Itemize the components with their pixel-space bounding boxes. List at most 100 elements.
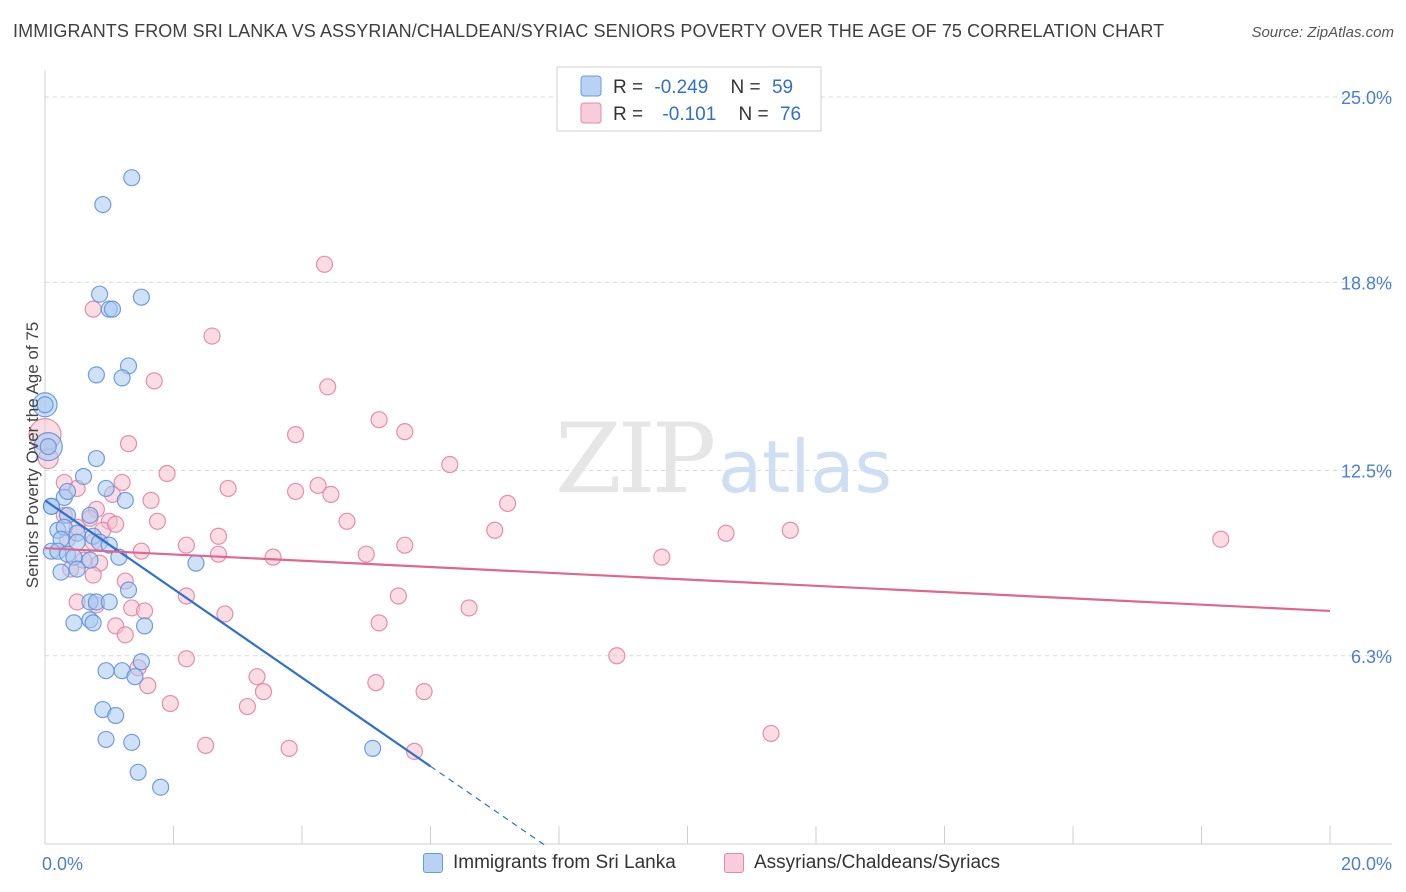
point-assyrians xyxy=(357,545,375,563)
point-assyrians xyxy=(142,491,160,509)
stats-n-value-blue: 59 xyxy=(772,77,793,98)
svg-text:R = -0.101 N =: R = -0.101 N = 76 xyxy=(613,104,801,125)
legend-label-assyrians: Assyrians/Chaldeans/Syriacs xyxy=(754,852,1001,873)
stats-n-label-pink: N = xyxy=(739,104,769,125)
y-tick-label: 6.3% xyxy=(1351,647,1392,667)
point-assyrians xyxy=(389,587,407,605)
trend-line-assyrians xyxy=(44,547,1331,613)
point-sri-lanka xyxy=(132,288,150,306)
point-assyrians xyxy=(441,455,459,474)
stats-r-label-blue: R = xyxy=(613,77,643,98)
point-assyrians xyxy=(248,668,266,686)
point-assyrians xyxy=(238,697,256,716)
point-assyrians xyxy=(499,494,517,512)
chart-title: IMMIGRANTS FROM SRI LANKA VS ASSYRIAN/CH… xyxy=(13,21,1165,41)
legend-swatch-pink xyxy=(724,853,744,873)
y-tick-label: 12.5% xyxy=(1341,462,1392,482)
bottom-legend: Immigrants from Sri Lanka Assyrians/Chal… xyxy=(0,852,1406,878)
point-sri-lanka xyxy=(129,763,147,781)
point-assyrians xyxy=(264,548,282,566)
point-sri-lanka xyxy=(103,300,122,318)
point-assyrians xyxy=(107,515,125,533)
point-sri-lanka xyxy=(119,581,138,599)
point-assyrians xyxy=(762,724,780,743)
point-assyrians xyxy=(367,674,385,692)
point-assyrians xyxy=(405,742,424,760)
point-assyrians xyxy=(315,255,334,273)
point-sri-lanka xyxy=(97,479,115,498)
point-sri-lanka xyxy=(123,733,141,752)
point-sri-lanka xyxy=(97,730,115,749)
grid-lines xyxy=(45,96,1392,657)
point-assyrians xyxy=(254,683,273,701)
point-sri-lanka xyxy=(87,449,106,468)
series-assyrians-points xyxy=(28,255,1230,760)
trend-line-sri-lanka-extension xyxy=(430,765,547,847)
point-sri-lanka xyxy=(81,506,99,524)
legend-item-assyrians[interactable]: Assyrians/Chaldeans/Syriacs xyxy=(724,852,1000,874)
point-sri-lanka xyxy=(65,614,83,632)
point-sri-lanka xyxy=(116,491,134,509)
point-assyrians xyxy=(309,476,327,495)
y-tick-label: 18.8% xyxy=(1341,273,1392,293)
legend-item-sri-lanka[interactable]: Immigrants from Sri Lanka xyxy=(423,852,676,874)
stats-swatch-pink xyxy=(580,102,602,124)
point-assyrians xyxy=(280,739,298,757)
point-sri-lanka xyxy=(94,195,112,214)
trend-line-sri-lanka xyxy=(44,499,432,768)
point-assyrians xyxy=(781,521,799,539)
point-sri-lanka xyxy=(52,563,70,581)
point-assyrians xyxy=(116,626,134,644)
x-tick-label-max: 20.0% xyxy=(1341,854,1392,874)
y-axis-label: Seniors Poverty Over the Age of 75 xyxy=(23,322,42,588)
point-assyrians xyxy=(396,536,414,554)
point-sri-lanka xyxy=(68,560,86,578)
point-assyrians xyxy=(216,605,234,623)
point-assyrians xyxy=(608,647,626,665)
legend-label-sri-lanka: Immigrants from Sri Lanka xyxy=(453,852,676,873)
point-sri-lanka xyxy=(87,366,106,384)
point-assyrians xyxy=(197,736,215,754)
point-sri-lanka xyxy=(74,467,93,486)
point-assyrians xyxy=(158,464,176,483)
point-sri-lanka xyxy=(81,551,99,569)
point-sri-lanka xyxy=(107,706,125,725)
point-assyrians xyxy=(177,536,195,554)
point-assyrians xyxy=(319,378,337,396)
point-sri-lanka xyxy=(84,614,102,632)
point-assyrians xyxy=(84,566,102,584)
point-assyrians xyxy=(132,542,150,560)
point-assyrians xyxy=(203,327,221,345)
stats-n-value-pink: 76 xyxy=(780,104,801,125)
point-assyrians xyxy=(219,479,237,498)
stats-legend: R = -0.249 N = 59 R = -0.101 N = 76 xyxy=(556,66,822,132)
point-assyrians xyxy=(370,614,388,632)
point-assyrians xyxy=(486,521,504,539)
point-assyrians xyxy=(338,512,356,530)
point-sri-lanka xyxy=(123,169,141,187)
point-sri-lanka xyxy=(126,668,144,686)
x-tick-label-min: 0.0% xyxy=(42,854,83,874)
point-assyrians xyxy=(460,599,478,617)
point-assyrians xyxy=(177,650,195,668)
stats-r-value-pink: -0.101 xyxy=(662,104,716,125)
point-assyrians xyxy=(1212,530,1230,548)
point-sri-lanka xyxy=(91,285,109,303)
point-sri-lanka xyxy=(187,554,205,572)
point-sri-lanka xyxy=(152,778,170,796)
y-tick-labels: 6.3% 12.5% 18.8% 25.0% xyxy=(1341,88,1392,667)
x-tick-labels: 0.0% 20.0% xyxy=(42,854,1392,874)
watermark: ZIP atlas xyxy=(555,403,892,515)
point-sri-lanka xyxy=(132,653,150,671)
point-assyrians xyxy=(322,485,340,504)
point-assyrians xyxy=(286,482,305,501)
point-assyrians xyxy=(139,677,157,695)
point-assyrians xyxy=(370,411,388,429)
point-assyrians xyxy=(653,548,671,566)
point-sri-lanka xyxy=(135,617,154,635)
stats-r-label-pink: R = xyxy=(613,104,643,125)
point-assyrians xyxy=(209,545,228,563)
point-assyrians xyxy=(161,694,179,713)
point-assyrians xyxy=(148,512,167,530)
